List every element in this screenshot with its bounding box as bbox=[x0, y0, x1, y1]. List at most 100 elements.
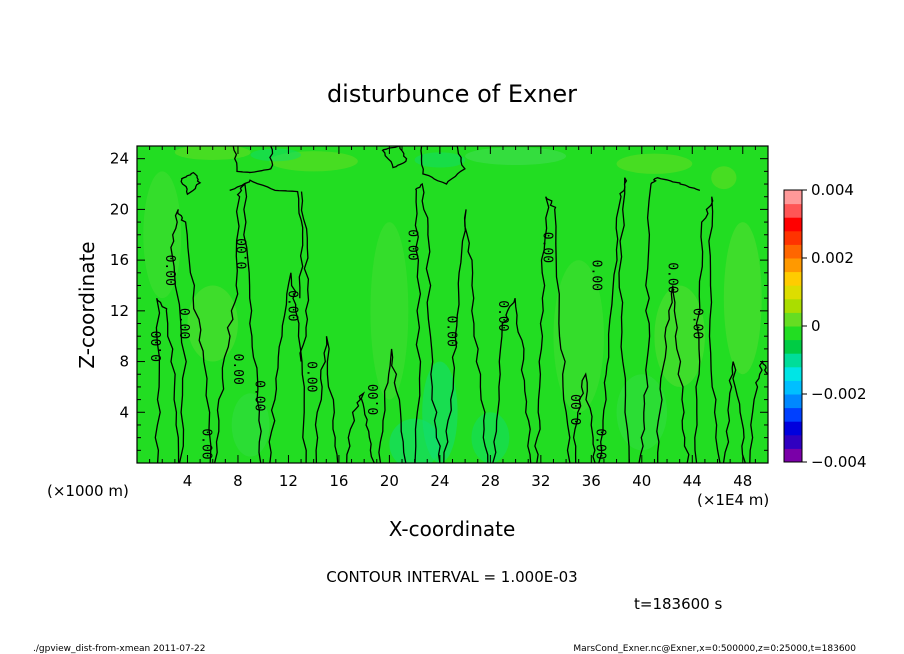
contour-line bbox=[213, 182, 262, 463]
svg-text:0.00: 0.00 bbox=[367, 384, 382, 415]
contour-label: 0.00 bbox=[150, 331, 165, 362]
contour-line bbox=[268, 272, 307, 463]
colorbar-segment bbox=[784, 203, 802, 218]
svg-text:0.00: 0.00 bbox=[162, 255, 177, 286]
svg-text:0.00: 0.00 bbox=[303, 361, 318, 392]
colorbar-segment bbox=[784, 244, 802, 259]
colorbar-segment bbox=[784, 230, 802, 245]
x-tick-label: 8 bbox=[233, 472, 243, 490]
colorbar-segment bbox=[784, 271, 802, 286]
field-patch bbox=[389, 418, 440, 463]
colorbar-segment bbox=[784, 285, 802, 300]
contour-island bbox=[420, 146, 466, 185]
contour-line bbox=[154, 297, 180, 463]
contour-label: 0.00 bbox=[404, 229, 419, 260]
colorbar-segment bbox=[784, 258, 802, 273]
contour-label: 0.00 bbox=[367, 384, 382, 415]
x-tick-label: 32 bbox=[531, 472, 550, 490]
field-patch bbox=[616, 153, 693, 174]
svg-text:0.00: 0.00 bbox=[252, 380, 267, 411]
colorbar-tick-label: 0.004 bbox=[811, 181, 854, 199]
field-patch bbox=[711, 166, 737, 190]
contour-line bbox=[299, 191, 310, 362]
svg-text:0.00: 0.00 bbox=[570, 394, 585, 425]
contour-line bbox=[749, 360, 768, 463]
colorbar-segment bbox=[784, 326, 802, 341]
contour-label: 0.00 bbox=[570, 394, 585, 425]
contour-line bbox=[598, 177, 630, 463]
svg-text:0.00: 0.00 bbox=[236, 238, 251, 269]
y-axis-title: Z-coordinate bbox=[75, 241, 99, 368]
svg-text:0.00: 0.00 bbox=[150, 331, 165, 362]
field-patch bbox=[414, 152, 466, 168]
svg-text:0.00: 0.00 bbox=[199, 428, 214, 459]
colorbar-segment bbox=[784, 380, 802, 395]
x-tick-label: 28 bbox=[481, 472, 500, 490]
time-text: t=183600 s bbox=[634, 595, 722, 613]
svg-text:0.00: 0.00 bbox=[176, 308, 191, 339]
colorbar-segment bbox=[784, 434, 802, 449]
plot-area: 0.00 0.00 0.00 0.00 0.00 0.00 0.00 0.00 0.00 0.00… bbox=[136, 145, 769, 464]
contour-label: 0.00 bbox=[589, 260, 604, 291]
svg-text:0.00: 0.00 bbox=[230, 354, 245, 385]
contour-label: 0.00 bbox=[230, 354, 245, 385]
y-tick-label: 4 bbox=[119, 403, 129, 421]
x-tick-label: 36 bbox=[582, 472, 601, 490]
x-tick-label: 16 bbox=[329, 472, 348, 490]
contour-line bbox=[694, 196, 721, 463]
contour-line bbox=[346, 391, 375, 463]
svg-text:0.00: 0.00 bbox=[690, 308, 705, 339]
chart-title: disturbunce of Exner bbox=[327, 80, 577, 108]
contour-island bbox=[232, 146, 274, 174]
x-tick-label: 4 bbox=[183, 472, 193, 490]
svg-text:0.00: 0.00 bbox=[404, 229, 419, 260]
x-unit-label: (×1E4 m) bbox=[697, 491, 769, 509]
y-tick-label: 24 bbox=[110, 150, 129, 168]
x-tick-label: 44 bbox=[683, 472, 702, 490]
x-tick-label: 12 bbox=[279, 472, 298, 490]
contour-island bbox=[381, 146, 408, 169]
colorbar-segment bbox=[784, 312, 802, 327]
contour-line bbox=[314, 336, 339, 463]
contour-label: 0.00 bbox=[592, 428, 607, 459]
y-tick-label: 12 bbox=[110, 302, 129, 320]
contour-label: 0.00 bbox=[539, 232, 554, 263]
field-patch bbox=[616, 374, 668, 451]
contour-line bbox=[414, 182, 441, 463]
svg-text:0.00: 0.00 bbox=[495, 300, 510, 331]
svg-text:0.00: 0.00 bbox=[539, 232, 554, 263]
contour-label: 0.00 bbox=[176, 308, 191, 339]
contour-line bbox=[656, 285, 690, 463]
contour-label: 0.00 bbox=[236, 238, 251, 269]
colorbar-segment bbox=[784, 448, 802, 463]
field-shading bbox=[143, 146, 762, 463]
contour-line bbox=[378, 348, 407, 463]
colorbar-segment bbox=[784, 298, 802, 313]
contour-label: 0.00 bbox=[664, 262, 679, 293]
contour-line bbox=[572, 372, 596, 463]
footer-left: ./gpview_dist-from-xmean 2011-07-22 bbox=[33, 644, 205, 654]
contour-label: 0.00 bbox=[162, 255, 177, 286]
y-tick-label: 8 bbox=[119, 353, 129, 371]
contour-line bbox=[443, 209, 489, 463]
contour-label: 0.00 bbox=[284, 290, 299, 321]
colorbar-segment bbox=[784, 353, 802, 368]
field-patch bbox=[174, 146, 251, 160]
contour-label: 0.00 bbox=[495, 300, 510, 331]
colorbar-segment bbox=[784, 190, 802, 205]
x-axis-title: X-coordinate bbox=[389, 517, 516, 541]
contour-label: 0.00 bbox=[199, 428, 214, 459]
colorbar-tick-label: 0 bbox=[811, 317, 821, 335]
field-patch bbox=[143, 171, 182, 299]
contour-line bbox=[534, 196, 571, 463]
x-tick-label: 24 bbox=[430, 472, 449, 490]
svg-text:0.00: 0.00 bbox=[284, 290, 299, 321]
contour-line bbox=[638, 177, 701, 463]
footer-right: MarsCond_Exner.nc@Exner,x=0:500000,z=0:2… bbox=[573, 644, 856, 654]
contour-island bbox=[180, 171, 202, 196]
y-unit-label: (×1000 m) bbox=[47, 482, 129, 500]
colorbar-tick-label: −0.004 bbox=[811, 453, 867, 471]
contour-line bbox=[229, 179, 304, 299]
